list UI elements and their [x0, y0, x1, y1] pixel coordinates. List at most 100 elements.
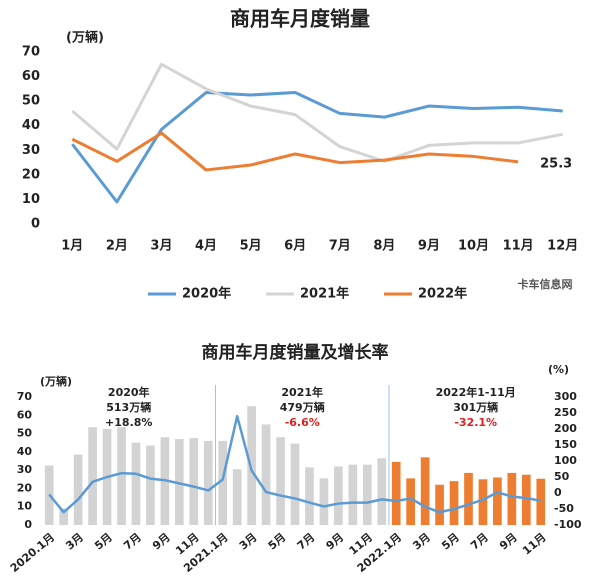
- annotation: 301万辆: [453, 400, 498, 414]
- bar: [117, 427, 126, 525]
- bar: [435, 484, 444, 525]
- annotation: -32.1%: [454, 416, 497, 429]
- x-tick-label: 3月: [410, 531, 433, 553]
- y-tick-label: 10: [22, 192, 40, 207]
- bar: [218, 440, 228, 525]
- bar: [146, 445, 155, 525]
- annotation: 2020年: [108, 385, 150, 399]
- annotation: -6.6%: [285, 416, 320, 429]
- legend-label: 2020年: [182, 286, 231, 302]
- bar: [493, 477, 502, 525]
- bar: [189, 438, 199, 525]
- bar: [420, 457, 430, 525]
- y-axis-label: (万辆): [66, 30, 104, 46]
- x-tick-label: 7月: [295, 531, 318, 553]
- x-tick-label: 7月: [121, 531, 144, 553]
- bar: [247, 406, 256, 525]
- bar: [276, 437, 285, 525]
- bar: [261, 424, 271, 525]
- bar: [232, 469, 242, 525]
- y2-tick-label: 250: [554, 406, 577, 419]
- y-tick-label: 30: [17, 463, 33, 476]
- y2-tick-label: -100: [554, 518, 582, 531]
- x-tick-label: 4月: [195, 239, 217, 254]
- bar: [319, 478, 329, 525]
- y-tick-label: 50: [17, 427, 33, 440]
- x-tick-label: 3月: [237, 531, 260, 553]
- bar: [507, 472, 517, 525]
- y-tick-label: 40: [17, 445, 33, 458]
- x-tick-label: 5月: [92, 531, 115, 553]
- annotation: 25.3: [540, 156, 572, 171]
- bar: [334, 466, 343, 525]
- y2-tick-label: 300: [554, 390, 577, 403]
- chart-title: 商用车月度销量及增长率: [202, 342, 389, 363]
- y-tick-label: 60: [17, 408, 33, 421]
- x-tick-label: 5月: [266, 531, 289, 553]
- y2-axis-label: (%): [548, 363, 569, 376]
- bar: [464, 472, 473, 525]
- y-tick-label: 30: [22, 143, 40, 158]
- y2-tick-label: 200: [554, 422, 577, 435]
- bar: [377, 458, 387, 525]
- bar: [59, 508, 69, 525]
- bar: [290, 443, 300, 525]
- y-tick-label: 10: [17, 500, 33, 513]
- x-tick-label: 3月: [63, 531, 86, 553]
- bar: [305, 467, 314, 525]
- y-tick-label: 50: [22, 94, 40, 109]
- x-tick-label: 3月: [150, 239, 172, 254]
- x-tick-label: 10月: [458, 239, 489, 254]
- annotation: 479万辆: [280, 400, 325, 414]
- bar: [88, 427, 97, 525]
- x-tick-label: 2020.1月: [8, 531, 57, 575]
- x-tick-label: 11月: [503, 239, 534, 254]
- x-tick-label: 2月: [106, 239, 128, 254]
- y-tick-label: 20: [17, 481, 33, 494]
- bar: [449, 481, 459, 525]
- annotation: 2021年: [281, 385, 323, 399]
- bar: [175, 439, 184, 525]
- y-tick-label: 40: [22, 118, 40, 133]
- line: [71, 62, 563, 163]
- x-tick-label: 1月: [61, 239, 83, 254]
- annotation: 2022年1-11月: [436, 385, 516, 399]
- x-tick-label: 7月: [468, 531, 491, 553]
- chart-title: 商用车月度销量: [230, 7, 370, 31]
- annotation: 513万辆: [106, 400, 151, 414]
- line: [71, 91, 563, 204]
- y-tick-label: 20: [22, 167, 40, 182]
- y-tick-label: 60: [22, 69, 40, 84]
- bar: [391, 461, 401, 525]
- bar: [348, 464, 358, 525]
- bar: [406, 478, 415, 525]
- y-tick-label: 0: [24, 518, 32, 531]
- legend-label: 2022年: [418, 286, 467, 302]
- bar: [131, 442, 141, 525]
- line: [71, 131, 519, 172]
- bar: [73, 454, 83, 525]
- y2-tick-label: 150: [554, 438, 577, 451]
- line: [48, 414, 541, 514]
- y-axis-label: (万辆): [40, 374, 72, 388]
- logo: 卡车信息网: [518, 277, 573, 291]
- bar: [478, 479, 488, 525]
- y-tick-label: 70: [17, 390, 33, 403]
- x-tick-label: 8月: [373, 239, 395, 254]
- y-tick-label: 0: [31, 217, 40, 232]
- x-tick-label: 6月: [284, 239, 306, 254]
- y2-tick-label: 0: [554, 486, 562, 499]
- bar: [521, 474, 531, 525]
- x-tick-label: 9月: [324, 531, 347, 553]
- bar: [362, 464, 372, 525]
- x-tick-label: 5月: [439, 531, 462, 553]
- x-tick-label: 11月: [520, 531, 549, 558]
- annotation: +18.8%: [105, 416, 152, 429]
- y-tick-label: 70: [22, 45, 40, 60]
- y2-tick-label: 100: [554, 454, 577, 467]
- bar: [536, 478, 546, 525]
- y2-tick-label: 50: [554, 470, 570, 483]
- y2-tick-label: -50: [554, 502, 574, 515]
- x-tick-label: 9月: [418, 239, 440, 254]
